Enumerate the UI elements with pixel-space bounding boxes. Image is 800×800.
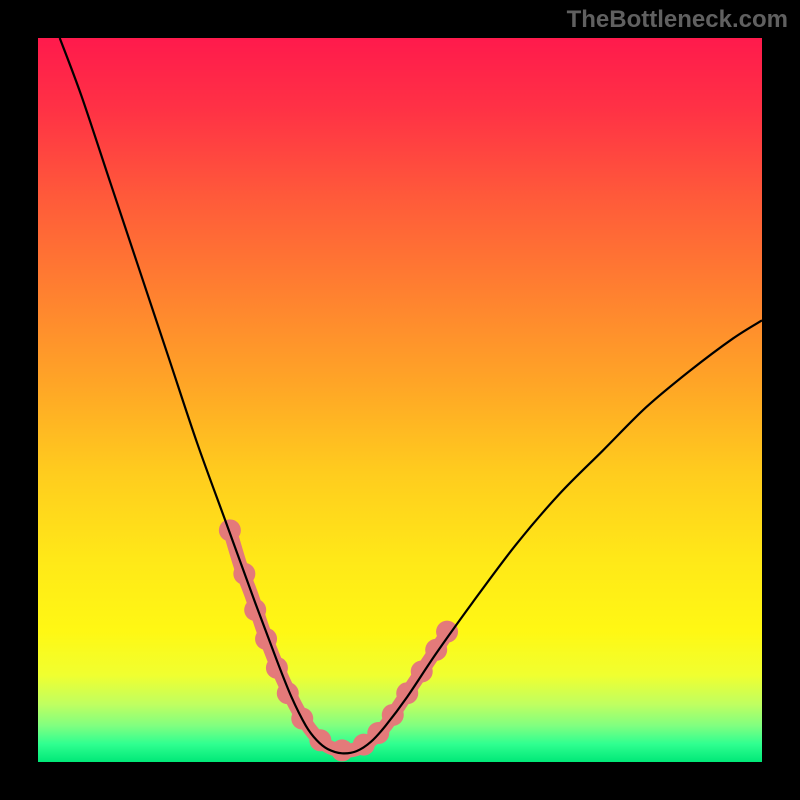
main-curve [60, 38, 762, 753]
watermark-text: TheBottleneck.com [567, 6, 788, 34]
chart-container: TheBottleneck.com [0, 0, 800, 800]
plot-area [38, 38, 762, 762]
highlight-bead [331, 739, 353, 761]
curve-overlay [38, 38, 762, 762]
